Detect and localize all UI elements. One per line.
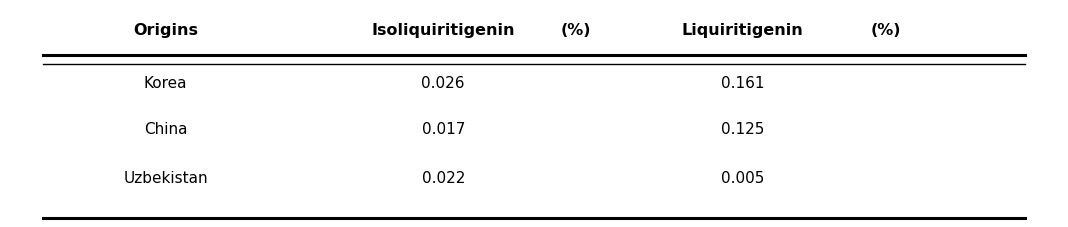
Text: (%): (%) (561, 23, 592, 38)
Text: Isoliquiritigenin: Isoliquiritigenin (372, 23, 515, 38)
Text: 0.017: 0.017 (422, 122, 465, 137)
Text: 0.161: 0.161 (721, 75, 764, 90)
Text: 0.125: 0.125 (721, 122, 764, 137)
Text: 0.022: 0.022 (422, 171, 465, 186)
Text: 0.005: 0.005 (721, 171, 764, 186)
Text: Liquiritigenin: Liquiritigenin (681, 23, 803, 38)
Text: Uzbekistan: Uzbekistan (123, 171, 208, 186)
Text: China: China (144, 122, 187, 137)
Text: 0.026: 0.026 (422, 75, 465, 90)
Text: (%): (%) (870, 23, 901, 38)
Text: Origins: Origins (134, 23, 198, 38)
Text: Korea: Korea (144, 75, 187, 90)
